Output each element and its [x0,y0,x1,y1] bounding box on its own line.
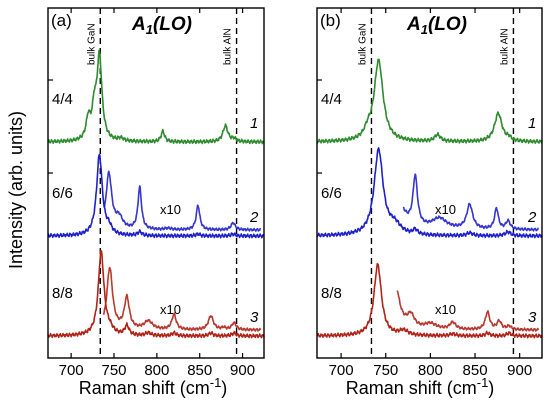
x-axis-title-a: Raman shift (cm-1) [79,375,228,398]
reference-label-bulk-gan: bulk GaN [86,23,97,65]
series-number-b-2: 2 [527,209,537,226]
ratio-label-b-1: 4/4 [321,91,342,108]
series-number-a-2: 2 [249,209,259,226]
x-tick-label-a-800: 800 [144,362,169,379]
ratio-label-b-3: 8/8 [321,285,342,302]
x-tick-label-b-850: 850 [463,362,488,379]
mode-label-b: A1(LO) [406,14,467,37]
series-a-3 [47,250,265,339]
x-tick-label-b-700: 700 [329,362,354,379]
magnified-series-b-3 [396,290,540,332]
panel-letter-a: (a) [51,11,72,30]
x-axis-title-b: Raman shift (cm-1) [346,375,495,398]
ratio-label-a-2: 6/6 [52,185,73,202]
panel-letter-b: (b) [320,11,341,30]
x-tick-label-b-900: 900 [507,362,532,379]
magnified-series-a-2 [103,170,262,232]
series-b-1 [316,58,543,144]
ratio-label-b-2: 6/6 [321,185,342,202]
reference-label-bulk-aln: bulk AlN [223,28,234,65]
series-b-3 [316,262,543,339]
series-a-2 [47,153,265,239]
series-b-2 [316,147,543,239]
panel-b: bulk GaN bulk AlN 4/4 1 6/6 2 8/8 3 x10 x10 700 750… [316,7,543,379]
series-number-b-1: 1 [528,115,536,132]
mode-label-a: A1(LO) [131,14,192,37]
panel-a: bulk GaN bulk AlN 4/4 1 6/6 2 8/8 3 x10 x10 700 750… [47,7,265,379]
series-number-b-3: 3 [528,309,537,326]
panels: bulk GaN bulk AlN 4/4 1 6/6 2 8/8 3 x10 x10 700 750… [47,7,543,379]
panel-frame-b [316,7,543,359]
magnification-label-b-2: x10 [435,202,456,217]
magnification-label-a-2: x10 [160,202,181,217]
x-tick-label-a-700: 700 [59,362,84,379]
x-tick-label-a-850: 850 [187,362,212,379]
reference-label-bulk-aln: bulk AlN [499,28,510,65]
ratio-label-a-1: 4/4 [52,91,73,108]
x-tick-label-a-900: 900 [230,362,255,379]
series-number-a-1: 1 [250,115,258,132]
x-tick-label-b-800: 800 [418,362,443,379]
panel-frame-a [47,7,265,359]
magnified-series-b-2 [402,173,540,232]
y-axis-title: Intensity (arb. units) [6,111,26,269]
x-tick-label-b-750: 750 [373,362,398,379]
ratio-label-a-3: 8/8 [52,285,73,302]
magnification-label-b-3: x10 [435,302,456,317]
series-a-1 [47,49,265,145]
magnified-series-a-3 [102,266,262,332]
magnification-label-a-3: x10 [160,302,181,317]
reference-label-bulk-gan: bulk GaN [357,23,368,65]
x-tick-label-a-750: 750 [101,362,126,379]
series-number-a-3: 3 [250,309,259,326]
